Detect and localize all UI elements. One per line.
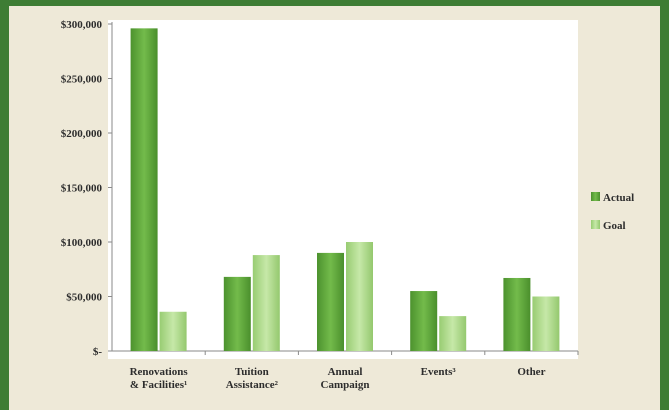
x-axis-ticks: Renovations & Facilities¹ Tuition Assistanc… xyxy=(130,351,579,391)
bar-actual-4 xyxy=(503,277,531,351)
bar-chart: $- $50,000 $100,000 $150,000 $200,000 $250,00… xyxy=(61,19,634,391)
bar-goal-0 xyxy=(159,311,187,351)
legend-swatch-actual xyxy=(591,192,600,201)
bar-goal-4 xyxy=(532,296,560,351)
bar-actual-2 xyxy=(317,252,344,351)
x-tick-label: Renovations & Facilities¹ xyxy=(130,366,189,391)
bars xyxy=(130,28,560,352)
legend-label-goal: Goal xyxy=(603,220,626,232)
x-tick-label: Other xyxy=(517,366,545,378)
y-tick-label: $50,000 xyxy=(66,292,102,304)
chart-panel: $- $50,000 $100,000 $150,000 $200,000 $250,00… xyxy=(9,6,660,410)
bar-goal-3 xyxy=(439,316,467,351)
bar-actual-1 xyxy=(223,276,251,351)
bar-actual-0 xyxy=(130,28,158,352)
y-tick-label: $- xyxy=(93,346,103,358)
y-axis-ticks: $- $50,000 $100,000 $150,000 $200,000 $250,00… xyxy=(61,19,112,358)
bar-goal-1 xyxy=(252,255,280,351)
y-tick-label: $200,000 xyxy=(61,128,103,140)
x-tick-label: Events³ xyxy=(421,366,457,378)
y-tick-label: $100,000 xyxy=(61,237,103,249)
x-tick-label: Tuition Assistance² xyxy=(226,366,279,391)
legend-swatch-goal xyxy=(591,220,600,229)
legend: Actual Goal xyxy=(591,192,634,232)
y-tick-label: $250,000 xyxy=(61,74,103,86)
bar-actual-3 xyxy=(410,291,438,351)
bar-goal-2 xyxy=(346,242,373,351)
legend-label-actual: Actual xyxy=(603,192,634,204)
y-tick-label: $150,000 xyxy=(61,183,103,195)
x-tick-label: Annual Campaign xyxy=(321,366,370,391)
y-tick-label: $300,000 xyxy=(61,19,103,31)
